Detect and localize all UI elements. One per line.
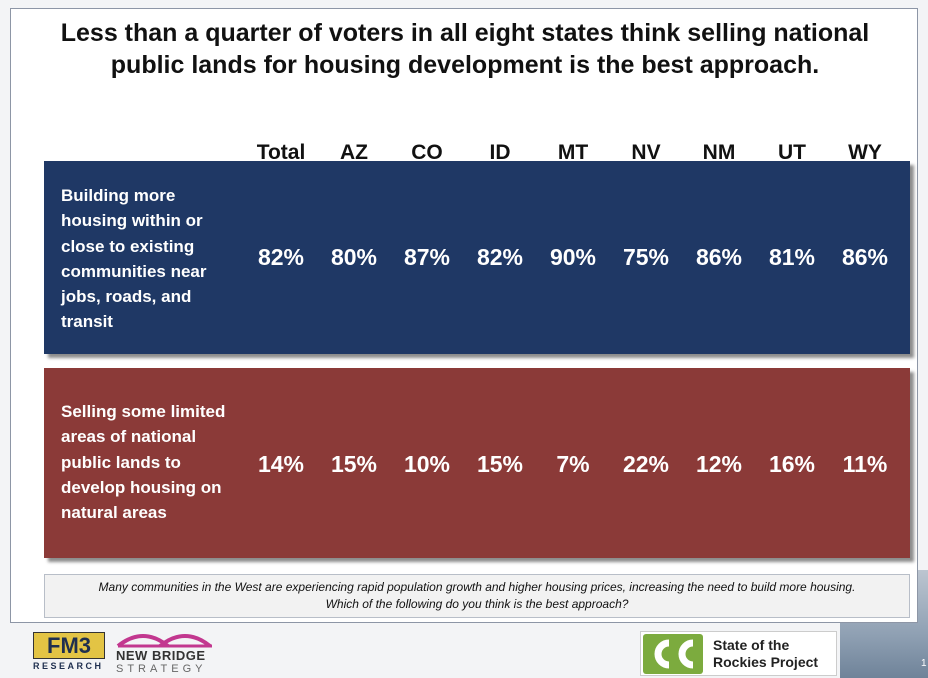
column-header-id: ID bbox=[489, 141, 511, 164]
row-label-line: jobs, roads, and bbox=[61, 287, 192, 307]
row-label-line: public lands to bbox=[61, 452, 181, 472]
row-label-build-housing: Building more housing within or close to e… bbox=[61, 183, 236, 335]
value-cell-ut: 81% bbox=[768, 244, 816, 270]
row-label-line: areas of national bbox=[61, 427, 197, 447]
slide-panel: Less than a quarter of voters in all eig… bbox=[10, 8, 918, 623]
footnote-line-2: Which of the following do you think is t… bbox=[325, 597, 629, 611]
row-label-line: housing within or bbox=[61, 211, 203, 231]
row-build-housing: Building more housing within or close to e… bbox=[44, 161, 910, 354]
fm3-logo-subtitle: RESEARCH bbox=[33, 661, 104, 671]
question-footnote: Many communities in the West are experie… bbox=[44, 574, 910, 618]
value-cell-wy: 86% bbox=[841, 244, 889, 270]
value-cell-az: 80% bbox=[330, 244, 378, 270]
value-cell-nv: 75% bbox=[622, 244, 670, 270]
row-label-line: transit bbox=[61, 312, 113, 332]
column-header-ut: UT bbox=[778, 141, 806, 164]
column-header-az: AZ bbox=[340, 141, 368, 164]
column-header-total: Total bbox=[256, 141, 306, 164]
column-header-nv: NV bbox=[631, 141, 661, 164]
row-label-line: Building more bbox=[61, 186, 176, 205]
new-bridge-strategy-logo: NEW BRIDGE STRATEGY bbox=[116, 628, 226, 676]
value-cell-nm: 12% bbox=[695, 451, 743, 477]
bridge-arch-icon bbox=[116, 634, 212, 648]
footnote-line-1: Many communities in the West are experie… bbox=[98, 580, 856, 594]
value-cell-nm: 86% bbox=[695, 244, 743, 270]
value-cell-id: 15% bbox=[476, 451, 524, 477]
row-label-line: Selling some limited bbox=[61, 402, 226, 421]
value-cell-nv: 22% bbox=[622, 451, 670, 477]
slide-title: Less than a quarter of voters in all eig… bbox=[60, 19, 870, 79]
value-cell-co: 87% bbox=[403, 244, 451, 270]
column-header-co: CO bbox=[411, 141, 443, 164]
value-cell-id: 82% bbox=[476, 244, 524, 270]
value-cell-total: 82% bbox=[257, 244, 305, 270]
row-label-line: close to existing bbox=[61, 236, 195, 256]
column-header-wy: WY bbox=[848, 141, 882, 164]
nbs-logo-name: NEW BRIDGE bbox=[116, 648, 206, 663]
page-number: 1 bbox=[921, 658, 927, 669]
value-cell-mt: 90% bbox=[549, 244, 597, 270]
cc-logo-icon bbox=[643, 634, 703, 674]
column-header-mt: MT bbox=[557, 141, 589, 164]
row-label-line: communities near bbox=[61, 261, 207, 281]
column-header-nm: NM bbox=[702, 141, 736, 164]
row-sell-public-lands: Selling some limited areas of national pub… bbox=[44, 368, 910, 558]
state-of-the-rockies-logo: State of the Rockies Project bbox=[640, 631, 837, 676]
value-cell-co: 10% bbox=[403, 451, 451, 477]
nbs-logo-subtitle: STRATEGY bbox=[116, 663, 207, 675]
value-cell-mt: 7% bbox=[556, 451, 590, 477]
row-label-line: develop housing on bbox=[61, 477, 222, 497]
value-cell-az: 15% bbox=[330, 451, 378, 477]
value-cell-total: 14% bbox=[257, 451, 305, 477]
fm3-research-logo: FM3 RESEARCH bbox=[33, 632, 105, 674]
rockies-logo-text: State of the Rockies Project bbox=[713, 637, 819, 670]
fm3-logo-mark: FM3 bbox=[33, 632, 105, 659]
value-cell-wy: 11% bbox=[842, 451, 888, 477]
row-label-sell-public-lands: Selling some limited areas of national pub… bbox=[61, 399, 236, 525]
row-label-line: natural areas bbox=[61, 503, 167, 523]
value-cell-ut: 16% bbox=[768, 451, 816, 477]
